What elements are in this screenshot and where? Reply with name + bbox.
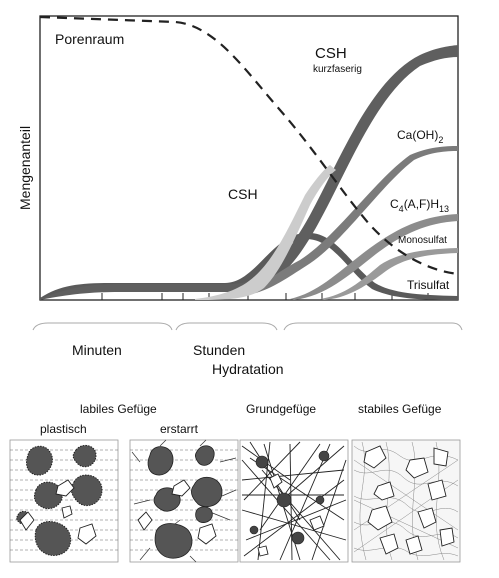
phase-minuten-label: Minuten — [72, 342, 122, 358]
x-axis-label: Hydratation — [212, 361, 284, 377]
trisulfat-curve — [40, 232, 458, 300]
trisulfat-label: Trisulfat — [407, 278, 450, 292]
porenraum-curve — [39, 15, 459, 276]
monosulfat-curve — [320, 248, 458, 300]
csh-long-sublabel: kurzfaserig — [313, 64, 362, 75]
label-erstarrt: erstarrt — [160, 422, 199, 436]
panel-plastisch — [9, 439, 119, 563]
time-brackets — [32, 322, 463, 331]
porenraum-label: Porenraum — [55, 31, 124, 47]
csh-short-label: CSH — [228, 186, 258, 202]
csh-short-curve — [195, 165, 336, 300]
label-grundgefuege: Grundgefüge — [246, 402, 316, 416]
panel-grundgefuege — [239, 439, 349, 563]
phase-stunden-label: Stunden — [193, 342, 245, 358]
y-axis-label: Mengenanteil — [17, 126, 33, 210]
panel-stabiles-gefuege — [351, 439, 461, 563]
label-labiles-gefuege: labiles Gefüge — [80, 402, 157, 416]
csh-long-label: CSH — [315, 45, 347, 62]
label-stabiles-gefuege: stabiles Gefüge — [358, 402, 442, 416]
caoh2-label: Ca(OH)2 — [397, 128, 443, 145]
label-plastisch: plastisch — [40, 422, 87, 436]
caoh2-curve — [240, 146, 458, 296]
monosulfat-label: Monosulfat — [398, 235, 447, 246]
c4afh13-curve — [290, 214, 458, 300]
panel-erstarrt — [129, 439, 239, 563]
c4afh13-label: C4(A,F)H13 — [390, 197, 449, 214]
